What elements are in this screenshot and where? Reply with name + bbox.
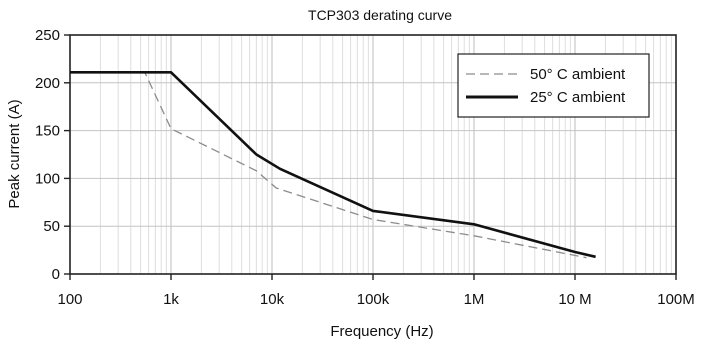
y-tick-label: 250	[35, 27, 60, 44]
x-tick-label: 100	[57, 291, 82, 308]
series-line-0	[70, 71, 587, 259]
y-axis: 0 50 100 150 200 250	[35, 27, 70, 283]
x-tick-label: 10 M	[558, 291, 591, 308]
x-tick-label: 1k	[163, 291, 179, 308]
legend-box	[457, 53, 650, 118]
x-axis: 100 1k 10k 100k 1M 10 M 100M	[57, 274, 695, 308]
y-tick-label: 0	[52, 266, 60, 283]
x-tick-label: 1M	[464, 291, 485, 308]
grid	[70, 35, 676, 274]
series-line-1	[70, 71, 596, 259]
y-axis-label: Peak current (A)	[6, 99, 23, 208]
y-tick-label: 100	[35, 170, 60, 187]
chart-title: TCP303 derating curve	[308, 7, 452, 23]
legend: 50° C ambient 25° C ambient	[457, 53, 650, 118]
legend-label-25c: 25° C ambient	[530, 89, 626, 106]
x-axis-label: Frequency (Hz)	[330, 323, 433, 340]
y-tick-label: 50	[43, 218, 60, 235]
series-group	[70, 71, 596, 259]
x-tick-label: 100M	[657, 291, 695, 308]
legend-label-50c: 50° C ambient	[530, 66, 626, 83]
x-tick-label: 10k	[260, 291, 285, 308]
y-tick-label: 150	[35, 123, 60, 140]
x-tick-label: 100k	[357, 291, 390, 308]
y-tick-label: 200	[35, 75, 60, 92]
